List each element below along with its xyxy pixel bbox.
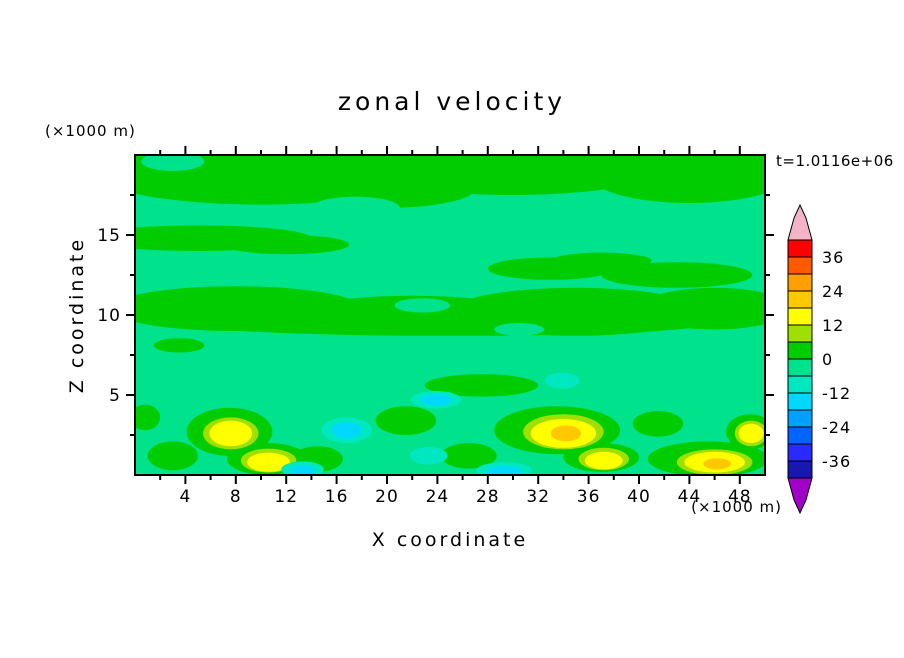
contour-feature xyxy=(153,338,205,353)
colorbar-segment xyxy=(787,273,813,292)
colorbar-segment xyxy=(787,290,813,309)
contour-feature xyxy=(375,406,437,435)
x-tick-label: 16 xyxy=(325,487,349,507)
contour-feature xyxy=(632,411,684,437)
x-tick-label: 40 xyxy=(627,487,651,507)
y-axis-label: Z coordinate xyxy=(66,237,88,393)
contour-feature xyxy=(703,458,731,470)
colorbar-segment xyxy=(787,375,813,394)
x-axis-label: X coordinate xyxy=(372,529,528,551)
contour-feature xyxy=(550,252,652,269)
colorbar-segment xyxy=(787,307,813,326)
chart-title: zonal velocity xyxy=(338,87,566,116)
colorbar-label: -24 xyxy=(822,418,851,437)
contour-feature xyxy=(550,425,582,442)
colorbar-label: -36 xyxy=(822,452,851,471)
contour-feature xyxy=(441,443,497,469)
contour-feature xyxy=(289,465,316,475)
x-tick-label: 32 xyxy=(526,487,550,507)
x-axis-unit-label: (×1000 m) xyxy=(691,498,782,516)
contour-feature xyxy=(421,394,452,406)
colorbar-segment xyxy=(787,409,813,428)
colorbar-label: 36 xyxy=(822,248,844,267)
contour-feature xyxy=(331,422,362,439)
contour-feature xyxy=(544,372,580,389)
contour-feature xyxy=(639,287,765,330)
colorbar-segment xyxy=(787,324,813,343)
x-tick-label: 48 xyxy=(728,487,752,507)
y-tick-label: 10 xyxy=(97,306,121,326)
colorbar-under-arrow xyxy=(787,477,813,515)
contour-feature xyxy=(223,235,350,255)
colorbar-over-arrow xyxy=(787,203,813,241)
colorbar-segment xyxy=(787,443,813,462)
colorbar-segment xyxy=(787,426,813,445)
contour-feature xyxy=(738,423,764,443)
y-tick-label: 5 xyxy=(109,386,121,406)
x-tick-label: 20 xyxy=(375,487,399,507)
contour-feature xyxy=(601,262,753,288)
contour-feature xyxy=(198,313,702,336)
contour-feature xyxy=(394,298,450,313)
colorbar-segment xyxy=(787,239,813,258)
contour-feature xyxy=(209,420,253,447)
contour-feature xyxy=(147,441,198,471)
contour-feature xyxy=(486,466,522,475)
x-tick-label: 12 xyxy=(274,487,298,507)
colorbar-segment xyxy=(787,392,813,411)
contour-feature xyxy=(494,323,545,336)
contour-feature xyxy=(141,155,205,171)
x-tick-label: 24 xyxy=(426,487,450,507)
colorbar: 36 24 12 0 -12 -24 -36 xyxy=(787,203,851,515)
contour-feature xyxy=(247,452,290,472)
colorbar-segment xyxy=(787,341,813,360)
colorbar-label: 12 xyxy=(822,316,844,335)
x-tick-label: 28 xyxy=(476,487,500,507)
contour-feature xyxy=(409,447,448,465)
x-tick-label: 36 xyxy=(577,487,601,507)
colorbar-segment xyxy=(787,358,813,377)
x-tick-label: 4 xyxy=(179,487,191,507)
colorbar-label: 0 xyxy=(822,350,833,369)
time-label: t=1.0116e+06 xyxy=(776,152,894,170)
colorbar-label: -12 xyxy=(822,384,851,403)
y-tick-label: 15 xyxy=(97,226,121,246)
contour-feature xyxy=(135,404,161,431)
x-tick-label: 44 xyxy=(678,487,702,507)
y-axis-unit-label: (×1000 m) xyxy=(45,122,136,140)
contour-field xyxy=(135,155,765,475)
colorbar-segment xyxy=(787,256,813,275)
contour-feature xyxy=(588,155,765,203)
contour-feature xyxy=(311,196,400,219)
contour-feature xyxy=(584,451,623,470)
colorbar-segment xyxy=(787,460,813,479)
colorbar-label: 24 xyxy=(822,282,844,301)
contour-feature xyxy=(424,374,539,397)
x-tick-label: 8 xyxy=(230,487,242,507)
